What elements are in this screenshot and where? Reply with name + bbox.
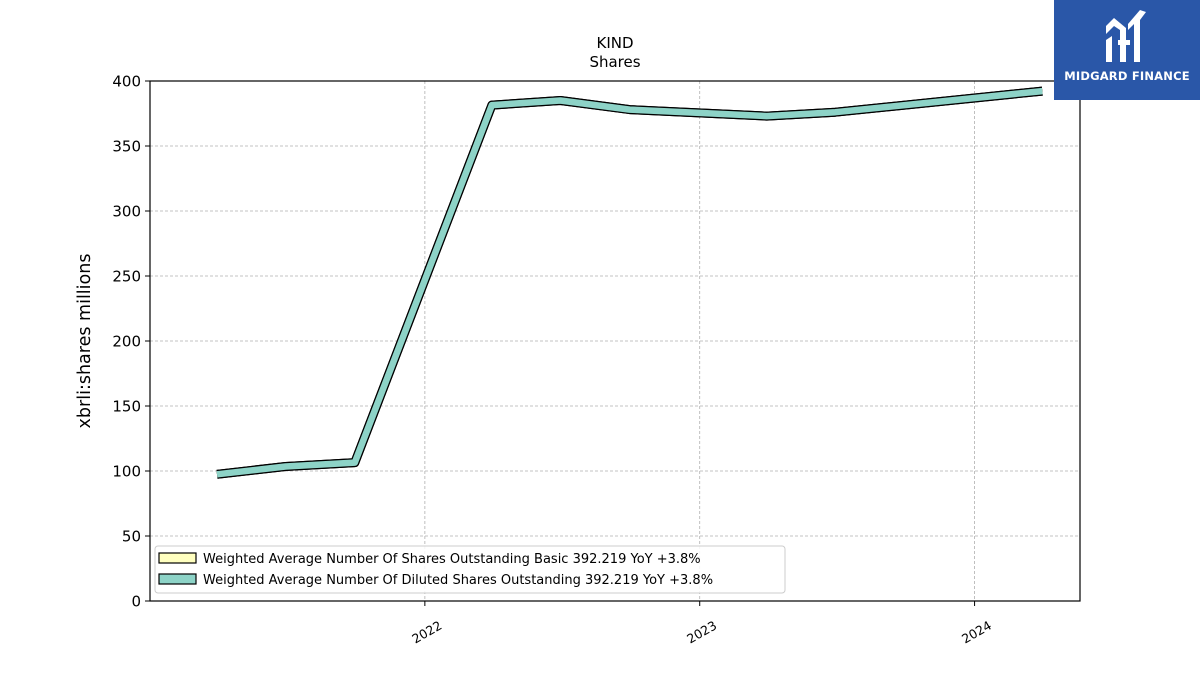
x-axis: 2022 2023 2024 <box>409 601 994 647</box>
series-line <box>216 87 1043 478</box>
legend: Weighted Average Number Of Shares Outsta… <box>154 545 786 594</box>
series-layer <box>216 86 1043 479</box>
y-tick-label: 100 <box>112 463 141 481</box>
chart-subtitle: Shares <box>589 53 640 71</box>
series-line-outline <box>216 86 1043 479</box>
y-tick-label: 400 <box>112 73 141 91</box>
legend-swatch <box>158 573 197 585</box>
y-tick-label: 200 <box>112 333 141 351</box>
y-tick-label: 250 <box>112 268 141 286</box>
legend-label: Weighted Average Number Of Diluted Share… <box>203 573 713 588</box>
grid <box>150 80 1080 602</box>
brand-logo: MIDGARD FINANCE <box>1054 0 1200 100</box>
series-line-outline <box>216 86 1043 479</box>
chart-title: KIND <box>596 34 633 52</box>
y-tick-label: 300 <box>112 203 141 221</box>
x-tick-label: 2024 <box>959 618 994 647</box>
y-tick-label: 150 <box>112 398 141 416</box>
y-axis: 0 50 100 150 200 250 300 350 400 <box>112 73 150 611</box>
y-tick-label: 350 <box>112 138 141 156</box>
legend-label: Weighted Average Number Of Shares Outsta… <box>203 552 701 567</box>
series-line <box>216 87 1043 478</box>
legend-swatch <box>158 552 197 564</box>
brand-name: MIDGARD FINANCE <box>1064 69 1190 83</box>
x-tick-label: 2023 <box>684 618 719 647</box>
y-tick-label: 50 <box>122 528 141 546</box>
x-tick-label: 2022 <box>409 618 444 647</box>
midgard-logo-icon <box>1106 10 1146 62</box>
legend-box <box>154 545 786 594</box>
y-axis-label: xbrli:shares millions <box>75 254 95 429</box>
y-tick-label: 0 <box>131 593 141 611</box>
